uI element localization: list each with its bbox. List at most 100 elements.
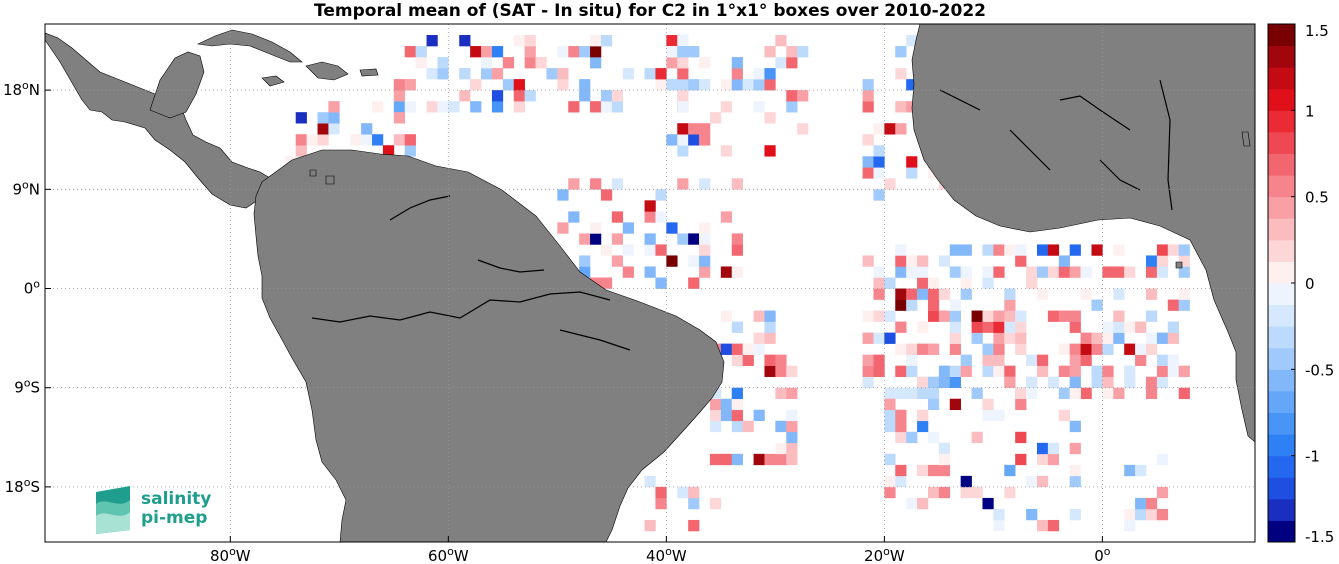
difference-cell [1015, 255, 1027, 267]
difference-cell [971, 431, 983, 444]
difference-cell [1069, 475, 1081, 488]
difference-cell [982, 398, 994, 411]
difference-cell [677, 46, 689, 58]
difference-cell [491, 90, 504, 102]
difference-cell [1102, 332, 1114, 344]
difference-cell [295, 134, 307, 146]
difference-cell [1015, 310, 1027, 322]
difference-cell [742, 420, 754, 433]
latitude-axis: 18oN 9oN 0o 9oS 18oS [3, 79, 51, 496]
difference-cell [862, 79, 874, 91]
difference-cell [361, 123, 373, 135]
difference-cell [1058, 409, 1070, 422]
difference-cell [579, 233, 591, 245]
difference-cell [753, 453, 765, 466]
difference-cell [949, 365, 961, 377]
difference-cell [1124, 464, 1136, 477]
difference-cell [1156, 255, 1169, 267]
difference-cell [797, 123, 809, 135]
difference-cell [1178, 299, 1190, 311]
difference-cell [622, 244, 634, 256]
difference-cell [786, 46, 798, 58]
difference-cell [1026, 354, 1038, 366]
difference-cell [895, 101, 907, 113]
difference-cell [1004, 299, 1016, 311]
difference-cell [982, 321, 994, 333]
difference-cell [720, 211, 733, 223]
difference-cell [677, 145, 689, 157]
colorbar-swatch [1268, 455, 1295, 478]
difference-cell [949, 376, 961, 389]
difference-cell [459, 90, 471, 102]
difference-cell [579, 266, 591, 278]
difference-cell [644, 244, 656, 256]
difference-cell [1135, 464, 1147, 477]
difference-cell [655, 486, 667, 499]
difference-cell [797, 46, 809, 58]
difference-cell [786, 101, 798, 113]
difference-cell [1145, 310, 1158, 322]
difference-cell [917, 376, 929, 389]
difference-cell [917, 387, 929, 400]
difference-cell [938, 255, 951, 267]
difference-cell [873, 288, 885, 300]
difference-cell [873, 277, 885, 289]
difference-cell [1036, 453, 1049, 466]
difference-cell [644, 266, 656, 278]
difference-cell [1036, 442, 1049, 455]
difference-cell [1091, 332, 1103, 344]
difference-cell [993, 519, 1005, 532]
difference-cell [655, 79, 667, 91]
difference-cell [491, 68, 504, 80]
difference-cell [1004, 310, 1016, 322]
difference-cell [470, 79, 482, 91]
difference-cell [655, 211, 667, 223]
difference-cell [709, 398, 722, 411]
difference-cell [753, 409, 765, 422]
difference-cell [993, 266, 1005, 278]
difference-cell [971, 387, 983, 400]
difference-cell [906, 35, 918, 47]
difference-cell [1047, 310, 1060, 322]
difference-cell [895, 464, 907, 477]
difference-cell [917, 288, 929, 300]
difference-cell [775, 57, 787, 69]
difference-cell [731, 354, 743, 366]
difference-cell [764, 79, 776, 91]
difference-cell [1145, 343, 1158, 355]
difference-cell [1036, 354, 1049, 366]
longitude-tick-label: 60oW [428, 545, 469, 564]
difference-cell [906, 156, 918, 168]
colorbar-swatch [1268, 45, 1295, 68]
difference-cell [688, 233, 700, 245]
difference-cell [699, 233, 711, 245]
latitude-tick-label: 0o [24, 278, 41, 298]
difference-cell [786, 57, 798, 69]
difference-cell [786, 453, 798, 466]
difference-cell [764, 46, 776, 58]
difference-cell [1135, 321, 1147, 333]
difference-cell [1058, 255, 1070, 267]
difference-cell [437, 57, 449, 69]
difference-cell [1113, 321, 1125, 333]
difference-cell [971, 486, 983, 499]
difference-cells [284, 35, 1190, 532]
difference-cell [895, 475, 907, 488]
difference-cell [862, 90, 874, 102]
difference-cell [1167, 354, 1179, 366]
difference-cell [993, 354, 1005, 366]
difference-cell [873, 145, 885, 157]
difference-cell [295, 112, 307, 124]
difference-cell [622, 266, 634, 278]
difference-cell [949, 321, 961, 333]
difference-cell [1178, 288, 1190, 300]
colorbar-swatch [1268, 67, 1295, 90]
difference-cell [927, 288, 940, 300]
difference-cell [927, 277, 940, 289]
difference-cell [699, 178, 711, 190]
difference-cell [938, 310, 951, 322]
difference-cell [786, 409, 798, 422]
difference-cell [1026, 475, 1038, 488]
difference-cell [579, 255, 591, 267]
difference-cell [862, 354, 874, 366]
